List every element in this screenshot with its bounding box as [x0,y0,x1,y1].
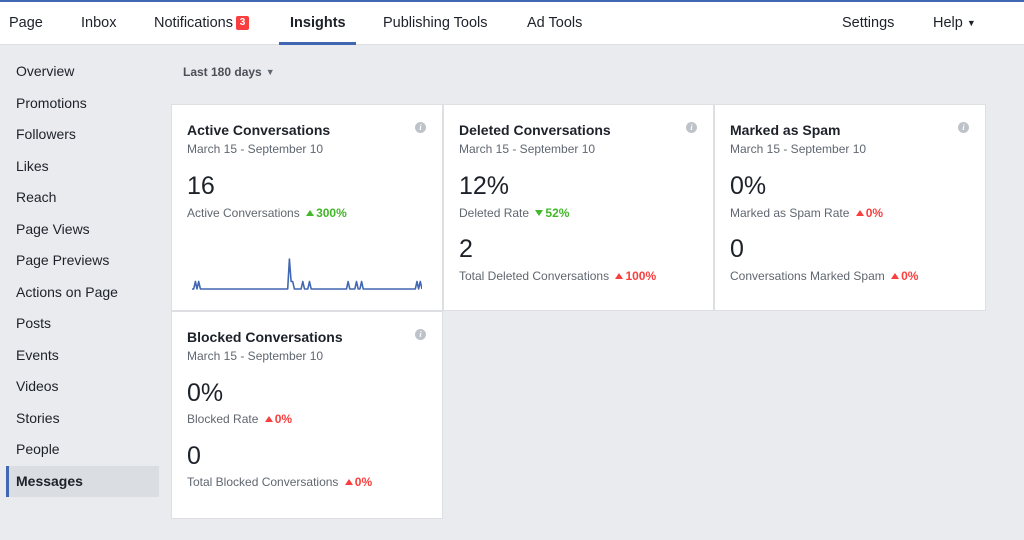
metric-label: Blocked Rate [187,412,259,426]
nav-ad-tools[interactable]: Ad Tools [527,15,583,31]
spam-count-metric: Conversations Marked Spam 0% [730,269,918,283]
sidebar-item-videos[interactable]: Videos [16,378,59,394]
card-date-range: March 15 - September 10 [187,349,324,363]
date-range-label: Last 180 days [183,65,262,79]
sparkline-series [192,258,422,290]
info-icon[interactable]: i [686,122,697,133]
card-title: Blocked Conversations [187,329,343,345]
sidebar-item-overview[interactable]: Overview [16,63,75,79]
change-value: 0% [274,412,293,426]
nav-settings[interactable]: Settings [842,15,895,31]
metric-label: Conversations Marked Spam [730,269,885,283]
chevron-down-icon: ▼ [966,18,976,28]
change-value: 0% [901,269,919,283]
arrow-up-icon [855,210,864,216]
card-date-range: March 15 - September 10 [730,142,867,156]
change-value: 0% [354,475,373,489]
active-conversations-metric: Active Conversations 300% [187,206,347,220]
card-active-conversations: Active Conversations March 15 - Septembe… [171,104,443,311]
sidebar-item-stories[interactable]: Stories [16,409,60,426]
change-value: 300% [316,206,347,220]
sidebar-item-events[interactable]: Events [16,346,59,363]
info-icon[interactable]: i [415,122,426,133]
metric-label: Deleted Rate [459,206,530,220]
active-conversations-value: 16 [187,172,215,200]
nav-inbox[interactable]: Inbox [81,15,117,31]
card-title: Active Conversations [187,122,331,138]
sidebar-item-page-previews[interactable]: Page Previews [16,252,110,268]
card-blocked-conversations: Blocked Conversations March 15 - Septemb… [171,311,443,519]
card-title: Marked as Spam [730,122,841,138]
sidebar-item-followers[interactable]: Followers [16,126,76,142]
arrow-up-icon [344,479,353,485]
change-value: 0% [865,206,884,220]
sidebar-item-messages[interactable]: Messages [6,465,159,497]
change-indicator: 100% [615,269,656,283]
info-icon[interactable]: i [415,329,426,340]
nav-publishing-tools[interactable]: Publishing Tools [383,15,488,31]
change-indicator: 0% [891,269,918,283]
change-indicator: 0% [855,206,884,220]
sidebar-item-actions-on-page[interactable]: Actions on Page [16,283,118,300]
arrow-up-icon [306,210,315,216]
blocked-rate-value: 0% [187,379,224,407]
card-date-range: March 15 - September 10 [187,142,324,156]
change-indicator: 300% [306,206,347,220]
card-marked-as-spam: Marked as Spam March 15 - September 10 i… [714,104,986,311]
card-date-range: March 15 - September 10 [459,142,596,156]
active-conversations-sparkline [192,258,422,290]
spam-rate-metric: Marked as Spam Rate 0% [730,206,883,220]
card-deleted-conversations: Deleted Conversations March 15 - Septemb… [443,104,714,311]
total-deleted-metric: Total Deleted Conversations 100% [459,269,656,283]
arrow-up-icon [264,416,273,422]
nav-help-label: Help [933,15,963,31]
top-navigation: Page Inbox Notifications 3 Insights Publi… [0,0,1024,45]
nav-page[interactable]: Page [9,15,43,31]
date-range-dropdown[interactable]: Last 180 days ▼ [183,65,275,79]
nav-insights[interactable]: Insights [290,15,346,31]
sidebar: Overview Promotions Followers Likes Reac… [0,56,160,497]
change-value: 52% [545,206,570,220]
deleted-rate-metric: Deleted Rate 52% [459,206,569,220]
info-icon[interactable]: i [958,122,969,133]
arrow-up-icon [615,273,624,279]
total-blocked-value: 0 [187,442,201,470]
change-indicator: 0% [344,475,373,489]
nav-help[interactable]: Help ▼ [933,2,976,45]
card-title: Deleted Conversations [459,122,611,138]
sidebar-item-page-views[interactable]: Page Views [16,220,90,237]
spam-count-value: 0 [730,235,744,263]
nav-notifications[interactable]: Notifications 3 [154,2,249,45]
sidebar-item-promotions[interactable]: Promotions [16,94,87,111]
blocked-rate-metric: Blocked Rate 0% [187,412,292,426]
active-tab-indicator [279,42,356,45]
metric-label: Active Conversations [187,206,300,220]
sidebar-item-likes[interactable]: Likes [16,157,49,174]
metric-label: Total Deleted Conversations [459,269,610,283]
spam-rate-value: 0% [730,172,767,200]
sidebar-item-people[interactable]: People [16,441,60,457]
change-value: 100% [625,269,657,283]
notifications-badge: 3 [235,16,249,30]
deleted-rate-value: 12% [459,172,510,200]
arrow-down-icon [535,210,544,216]
metric-label: Marked as Spam Rate [730,206,850,220]
chevron-down-icon: ▼ [265,67,275,77]
total-blocked-metric: Total Blocked Conversations 0% [187,475,372,489]
sidebar-item-posts[interactable]: Posts [16,315,52,331]
change-indicator: 52% [535,206,569,220]
metric-label: Total Blocked Conversations [187,475,339,489]
nav-notifications-label: Notifications [154,15,233,31]
total-deleted-value: 2 [459,235,473,263]
change-indicator: 0% [264,412,293,426]
arrow-up-icon [891,273,900,279]
sidebar-item-reach[interactable]: Reach [16,189,57,205]
